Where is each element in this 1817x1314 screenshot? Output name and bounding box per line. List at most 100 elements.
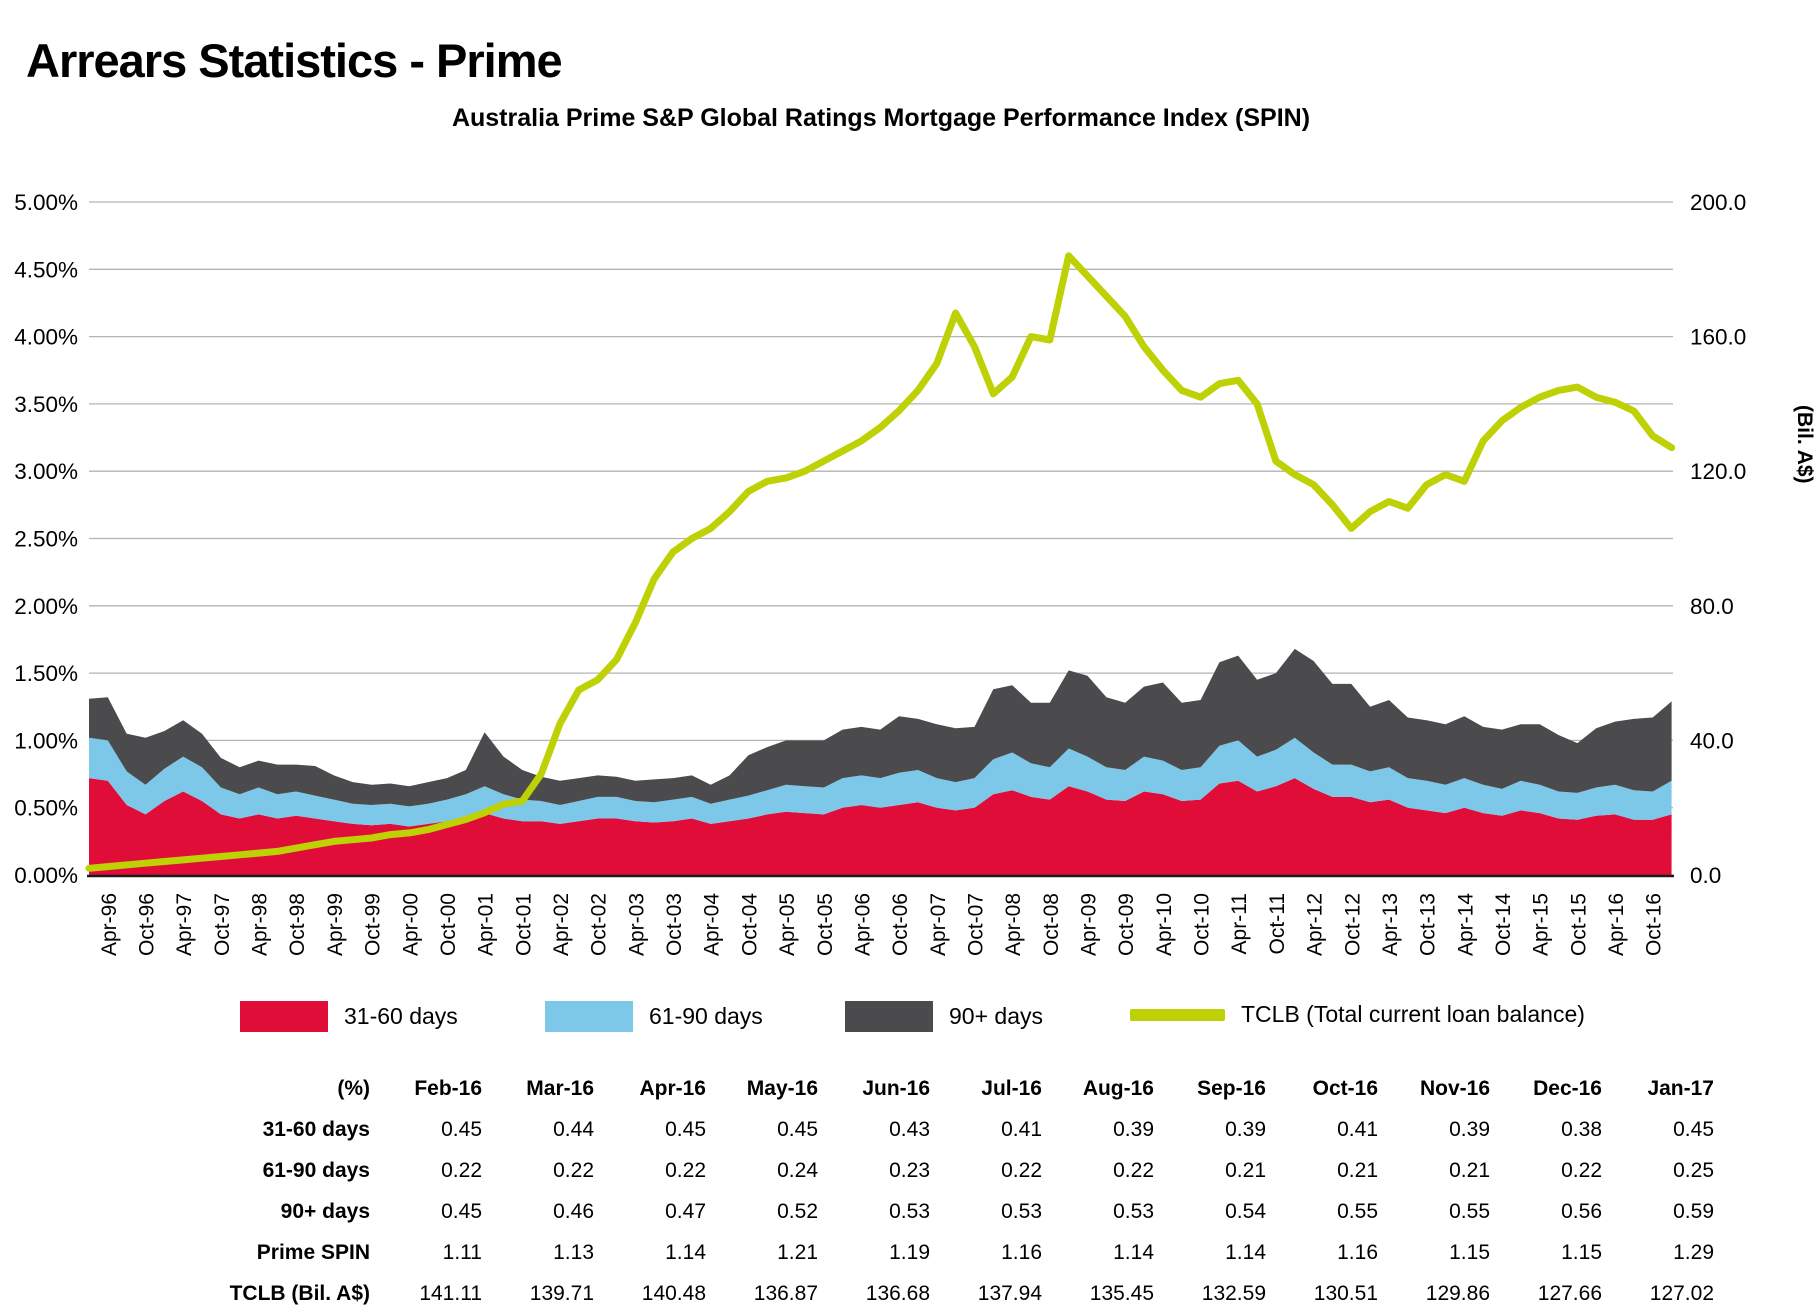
table-value-cell: 0.53: [889, 1200, 930, 1223]
table-value-cell: 0.21: [1225, 1159, 1266, 1182]
table-value-cell: 0.39: [1449, 1118, 1490, 1141]
x-tick-label: Oct-07: [965, 893, 988, 956]
y-axis-label-left: 5.00%: [14, 190, 78, 215]
x-tick-label: Oct-12: [1341, 893, 1364, 956]
y-axis-label-left: 2.50%: [14, 527, 78, 552]
table-value-cell: 0.53: [1113, 1200, 1154, 1223]
table-value-cell: 1.13: [553, 1241, 594, 1264]
table-row-label: 90+ days: [280, 1200, 370, 1223]
y-axis-label-right: 120.0: [1690, 459, 1746, 484]
table-value-cell: 1.16: [1337, 1241, 1378, 1264]
table-value-cell: 0.45: [1673, 1118, 1714, 1141]
legend-label: TCLB (Total current loan balance): [1241, 1001, 1585, 1027]
tclb-line: [85, 252, 1676, 872]
legend-item-tclb: TCLB (Total current loan balance): [1130, 1001, 1585, 1028]
table-value-cell: 0.47: [665, 1200, 706, 1223]
y-axis-label-left: 4.50%: [14, 257, 78, 282]
area-90-plus-days: [89, 648, 1672, 807]
x-tick-label: Oct-03: [663, 893, 686, 956]
table-row-label: TCLB (Bil. A$): [229, 1282, 370, 1305]
x-tick-label: Oct-11: [1266, 893, 1289, 954]
x-tick-label: Oct-14: [1492, 893, 1515, 956]
x-tick-label: Apr-99: [324, 893, 347, 956]
x-tick-label: Apr-96: [98, 893, 121, 956]
table-value-cell: 1.14: [1113, 1241, 1154, 1264]
table-value-cell: 127.66: [1537, 1282, 1602, 1305]
table-value-cell: 0.38: [1561, 1118, 1602, 1141]
x-tick-label: Oct-00: [437, 893, 460, 956]
y-axis-label-left: 1.00%: [14, 728, 78, 753]
table-value-cell: 0.41: [1001, 1118, 1042, 1141]
table-value-cell: 132.59: [1201, 1282, 1266, 1305]
table-value-cell: 0.22: [1001, 1159, 1042, 1182]
x-tick-label: Apr-07: [927, 893, 950, 956]
chart-title: Australia Prime S&P Global Ratings Mortg…: [451, 104, 1311, 132]
table-value-cell: 0.39: [1113, 1118, 1154, 1141]
table-value-cell: 135.45: [1089, 1282, 1154, 1305]
x-tick-label: Apr-06: [851, 893, 874, 956]
table-month-header: Jun-16: [862, 1077, 930, 1100]
x-tick-label: Apr-09: [1078, 893, 1101, 956]
y-axis-label-right: 160.0: [1690, 325, 1746, 350]
y-axis-label-left: 3.00%: [14, 459, 78, 484]
table-value-cell: 0.53: [1001, 1200, 1042, 1223]
x-tick-label: Oct-13: [1417, 893, 1440, 956]
table-value-cell: 0.45: [441, 1118, 482, 1141]
table-value-cell: 0.54: [1225, 1200, 1266, 1223]
arrears-data-table: (%) Feb-16 Mar-16 Apr-16 May-16 Jun-16 Jul-16 A…: [220, 1068, 1714, 1314]
y-axis-label-left: 3.50%: [14, 392, 78, 417]
table-value-cell: 136.87: [753, 1282, 818, 1305]
x-tick-label: Apr-11: [1228, 893, 1251, 954]
x-tick-label: Oct-04: [738, 893, 761, 956]
table-value-cell: 0.22: [1561, 1159, 1602, 1182]
table-value-cell: 0.22: [441, 1159, 482, 1182]
legend-label: 31-60 days: [344, 1003, 458, 1029]
table-month-header: Aug-16: [1082, 1077, 1154, 1100]
table-value-cell: 0.39: [1225, 1118, 1266, 1141]
x-tick-label: Apr-03: [625, 893, 648, 956]
x-tick-label: Oct-98: [286, 893, 309, 956]
table-value-cell: 1.15: [1449, 1241, 1490, 1264]
table-row-label: 31-60 days: [262, 1118, 370, 1141]
table-value-cell: 0.25: [1673, 1159, 1714, 1182]
table-value-cell: 0.55: [1337, 1200, 1378, 1223]
table-value-cell: 0.21: [1449, 1159, 1490, 1182]
x-tick-label: Apr-98: [249, 893, 272, 956]
x-tick-label: Apr-00: [399, 893, 422, 956]
table-row-label: Prime SPIN: [256, 1241, 370, 1264]
y-axis-label-left: 2.00%: [14, 594, 78, 619]
x-tick-label: Oct-10: [1191, 893, 1214, 956]
x-tick-label: Apr-02: [550, 893, 573, 956]
table-value-cell: 129.86: [1425, 1282, 1490, 1305]
table-month-header: Sep-16: [1197, 1077, 1266, 1100]
x-tick-label: Apr-05: [776, 893, 799, 956]
table-value-cell: 141.11: [419, 1282, 482, 1305]
y-axis-label-left: 1.50%: [14, 661, 78, 686]
table-value-cell: 0.55: [1449, 1200, 1490, 1223]
right-axis-title: (Bil. A$): [1793, 405, 1816, 484]
table-unit-header: (%): [337, 1077, 370, 1100]
table-value-cell: 0.22: [1113, 1159, 1154, 1182]
table-value-cell: 140.48: [641, 1282, 706, 1305]
table-value-cell: 1.14: [665, 1241, 706, 1264]
x-tick-label: Apr-97: [173, 893, 196, 956]
y-axis-label-right: 80.0: [1690, 594, 1734, 619]
table-value-cell: 0.43: [889, 1118, 930, 1141]
y-axis-label-left: 0.50%: [14, 796, 78, 821]
legend-swatch-61-90-days: [545, 1001, 633, 1032]
table-value-cell: 0.21: [1337, 1159, 1378, 1182]
x-tick-label: Oct-01: [512, 893, 535, 956]
y-axis-label-left: 0.00%: [14, 863, 78, 888]
y-axis-label-left: 4.00%: [14, 325, 78, 350]
table-value-cell: 0.23: [889, 1159, 930, 1182]
x-tick-label: Apr-16: [1605, 893, 1628, 956]
table-value-cell: 1.21: [777, 1241, 818, 1264]
x-tick-label: Apr-04: [701, 893, 724, 956]
spin-chart-svg: 5.00% 4.50% 4.00% 3.50% 3.00% 2.50% 2.00% 1.50%…: [14, 190, 1816, 956]
table-value-cell: 127.02: [1649, 1282, 1714, 1305]
table-month-header: Feb-16: [414, 1077, 482, 1100]
spin-chart: 5.00% 4.50% 4.00% 3.50% 3.00% 2.50% 2.00% 1.50%…: [0, 155, 1817, 1000]
legend-label: 90+ days: [949, 1003, 1043, 1029]
table-value-cell: 0.24: [777, 1159, 818, 1182]
table-value-cell: 0.59: [1673, 1200, 1714, 1223]
